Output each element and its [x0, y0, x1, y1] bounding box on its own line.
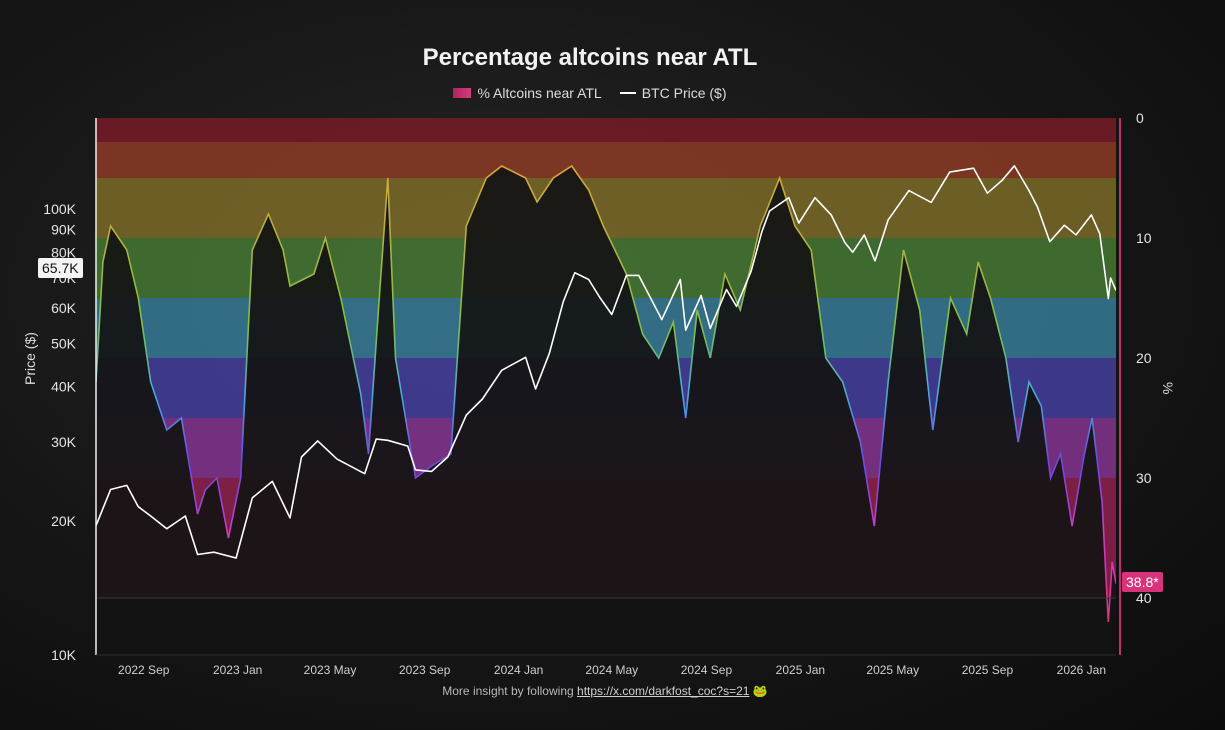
y-left-tick-3: 40K: [51, 379, 77, 395]
frog-icon: 🐸: [752, 684, 768, 698]
y-left-tick-5: 60K: [51, 300, 77, 316]
series-line-altcoins: [96, 164, 1116, 623]
x-tick-1: 2023 Jan: [213, 663, 262, 677]
band-0: [96, 118, 1116, 142]
y-right-tick-0: 0: [1136, 110, 1144, 126]
y-left-tick-7: 80K: [51, 244, 77, 260]
current-pct-tag: 38.8*: [1122, 572, 1163, 592]
series-line-btc: [96, 165, 1116, 559]
y-right-tick-4: 40: [1136, 590, 1152, 606]
y-left-tick-4: 50K: [51, 335, 77, 351]
x-tick-7: 2025 Jan: [776, 663, 825, 677]
y-left-tick-2: 30K: [51, 434, 77, 450]
band-1: [96, 142, 1116, 178]
chart-title: Percentage altcoins near ATL: [422, 44, 758, 71]
x-tick-8: 2025 May: [866, 663, 919, 677]
band-2: [96, 178, 1116, 238]
chart-legend: % Altcoins near ATL BTC Price ($): [0, 85, 1180, 101]
legend-swatch-btc: [619, 92, 636, 94]
legend-item-btc[interactable]: BTC Price ($): [619, 85, 727, 101]
legend-swatch-altcoins: [453, 88, 472, 98]
footer-text: More insight by following: [442, 684, 574, 698]
x-tick-0: 2022 Sep: [118, 663, 170, 677]
altcoin-area-mask: [96, 166, 1116, 655]
legend-label-btc: BTC Price ($): [641, 85, 727, 101]
x-tick-3: 2023 Sep: [399, 663, 451, 677]
y-right-tick-2: 20: [1136, 350, 1152, 366]
x-tick-2: 2023 May: [304, 663, 357, 677]
legend-label-altcoins: % Altcoins near ATL: [477, 85, 602, 101]
y-right-tick-1: 10: [1136, 230, 1152, 246]
y-left-tick-9: 100K: [43, 201, 76, 217]
legend-item-altcoins[interactable]: % Altcoins near ATL: [453, 85, 602, 101]
x-tick-4: 2024 Jan: [494, 663, 543, 677]
x-tick-9: 2025 Sep: [962, 663, 1014, 677]
footer-link[interactable]: https://x.com/darkfost_coc?s=21: [577, 684, 750, 698]
y-left-tick-8: 90K: [51, 221, 77, 237]
footer-credit: More insight by following https://x.com/…: [0, 684, 1210, 698]
y-left-tick-1: 20K: [51, 513, 77, 529]
x-tick-10: 2026 Jan: [1057, 663, 1106, 677]
y-right-tick-3: 30: [1136, 470, 1152, 486]
x-tick-6: 2024 Sep: [681, 663, 733, 677]
y-left-tick-0: 10K: [51, 647, 77, 663]
current-price-tag: 65.7K: [38, 258, 83, 278]
x-tick-5: 2024 May: [585, 663, 638, 677]
